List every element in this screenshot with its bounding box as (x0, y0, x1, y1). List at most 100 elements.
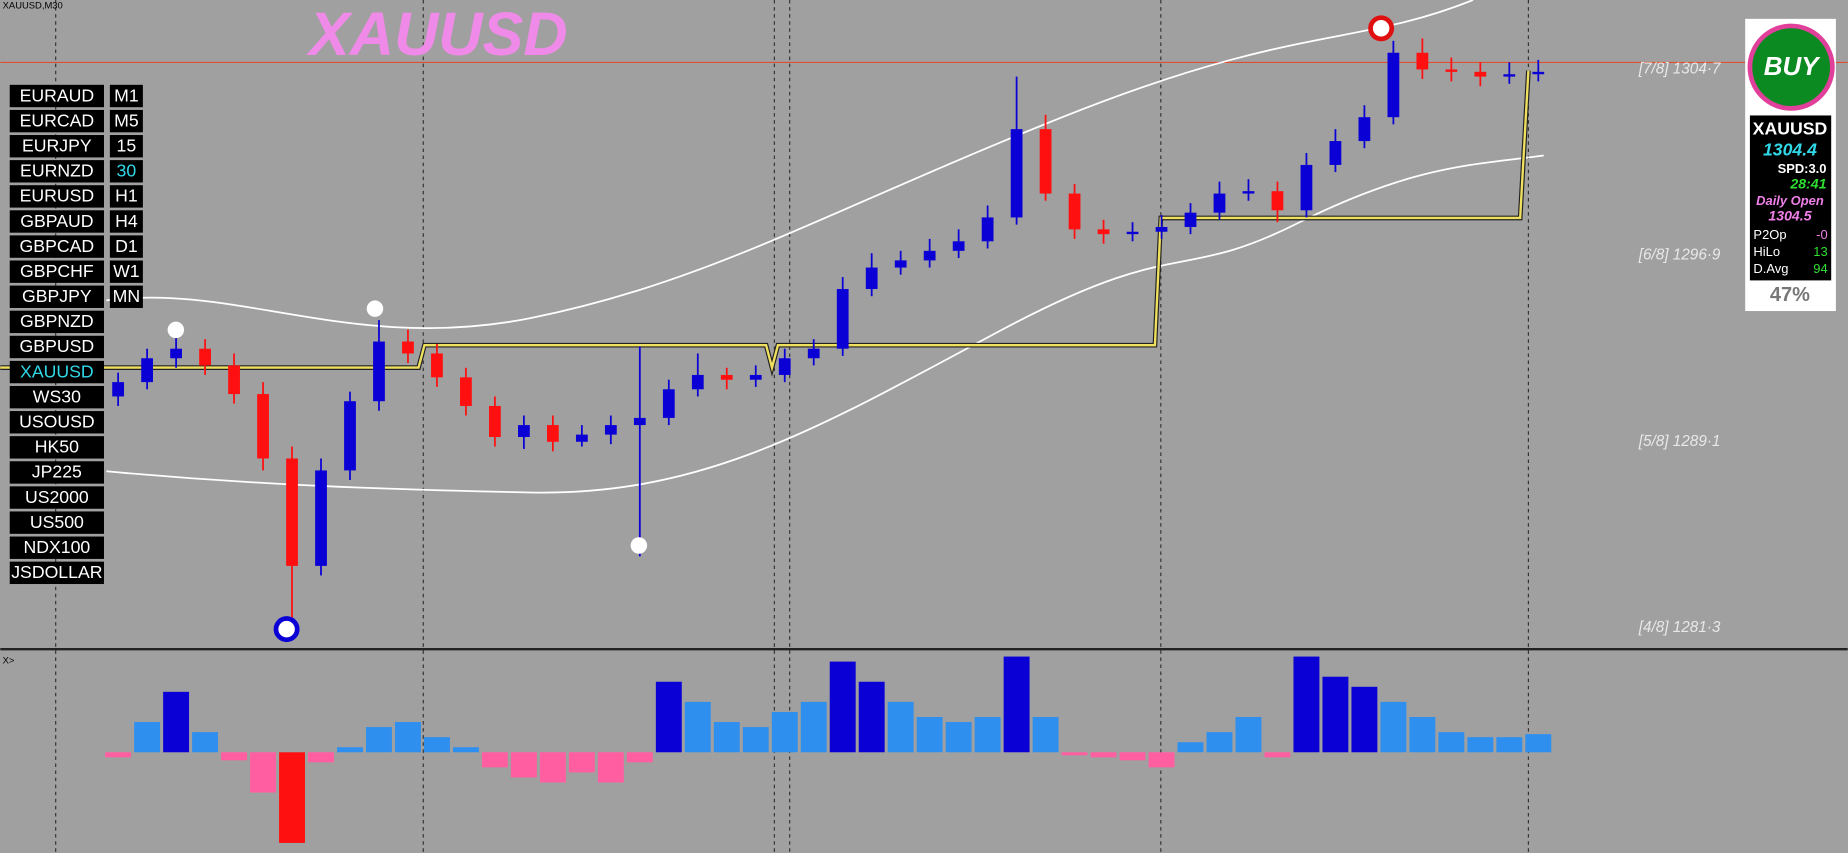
symbol-button[interactable] (9, 260, 104, 283)
histogram-bar (1003, 656, 1030, 753)
candle-body (546, 425, 559, 442)
histogram-bar (684, 701, 711, 753)
symbol-button[interactable] (9, 360, 104, 384)
timeframe-label: H1 (115, 186, 138, 206)
level-label: [6/8] 1296·9 (1638, 247, 1721, 264)
symbol-button[interactable] (9, 160, 104, 183)
symbol-label: HK50 (35, 437, 79, 457)
candle-body (1010, 129, 1023, 218)
panel-rows: P2Op -0 HiLo 13 D.Avg 94 (1753, 227, 1827, 276)
panel-spread: SPD:3.0 (1778, 161, 1827, 176)
candle-body (286, 458, 298, 566)
candle-body (807, 348, 820, 359)
symbol-button[interactable] (9, 84, 104, 108)
histogram-bar (394, 722, 421, 753)
symbol-button[interactable] (9, 411, 104, 434)
symbol-list: EURAUD EURCAD EURJPY EURNZD EURUSD GBPAUD GBPC… (9, 84, 143, 585)
histogram-bar (452, 747, 479, 753)
candle-body (1532, 71, 1545, 75)
candle-body (1445, 69, 1458, 72)
timeframe-button[interactable] (109, 285, 143, 308)
timeframe-button[interactable] (109, 185, 143, 208)
histogram-bar (974, 717, 1001, 753)
symbol-button[interactable] (9, 561, 104, 585)
signal-circle[interactable] (1747, 23, 1835, 111)
histogram-bar (163, 691, 190, 753)
symbol-label: NDX100 (23, 537, 90, 557)
symbol-button[interactable] (9, 486, 104, 509)
candle-body (1242, 191, 1255, 194)
histogram-bar (829, 661, 856, 753)
timeframe-label: 30 (117, 161, 137, 181)
symbol-label: EURAUD (20, 85, 95, 105)
candle-body (1097, 229, 1110, 235)
timeframe-label: M5 (114, 110, 139, 130)
timeframe-button[interactable] (109, 109, 143, 133)
upper-band (106, 0, 1474, 329)
histogram-bar (192, 732, 219, 753)
timeframe-label: M1 (114, 85, 139, 105)
candle-body (894, 260, 907, 268)
candle-body (923, 250, 936, 261)
symbol-label: US2000 (25, 487, 89, 507)
symbol-button[interactable] (9, 536, 104, 559)
symbol-label: WS30 (33, 386, 81, 406)
histogram-bar (423, 737, 450, 753)
candle-body (199, 348, 211, 366)
histogram-bar (1177, 742, 1204, 753)
symbol-button[interactable] (9, 135, 104, 158)
timeframe-button[interactable] (109, 210, 143, 233)
histogram-bar (1119, 752, 1146, 761)
symbol-button[interactable] (9, 210, 104, 233)
symbol-button[interactable] (9, 185, 104, 208)
candle-body (1416, 52, 1429, 70)
histogram-bar (1032, 717, 1059, 753)
histogram-bar (134, 722, 161, 753)
panel-row-label: HiLo (1753, 244, 1780, 259)
timeframe-button[interactable] (109, 135, 143, 158)
candle-body (749, 374, 762, 380)
timeframe-button[interactable] (109, 84, 143, 108)
symbol-button[interactable] (9, 511, 104, 534)
symbol-label: XAUUSD (20, 361, 94, 381)
timeframe-button[interactable] (109, 235, 143, 258)
histogram-bar (713, 722, 740, 753)
histogram-bar (481, 752, 508, 768)
histogram-bar (916, 717, 943, 753)
symbol-label: GBPCHF (20, 261, 94, 281)
symbol-button[interactable] (9, 335, 104, 359)
histogram-bar (366, 727, 392, 753)
timeframe-button[interactable] (109, 260, 143, 283)
candle-body (1329, 141, 1342, 165)
timeframe-button[interactable] (109, 160, 143, 183)
histogram-bar (337, 747, 363, 753)
symbol-title: XAUUSD (306, 0, 568, 68)
level-label: [5/8] 1289·1 (1638, 433, 1721, 450)
candle-body (1068, 193, 1081, 230)
symbol-button[interactable] (9, 461, 104, 484)
symbol-button[interactable] (9, 436, 104, 459)
high-marker (1368, 15, 1395, 42)
symbol-label: GBPAUD (20, 211, 93, 231)
histogram-bar (1351, 686, 1378, 753)
histogram-bar (1380, 701, 1407, 753)
candle-body (1039, 129, 1052, 194)
symbol-button[interactable] (9, 109, 104, 133)
symbol-label: GBPNZD (20, 311, 94, 331)
daily-open-label: Daily Open (1756, 193, 1824, 208)
histogram-bar (1235, 717, 1262, 753)
symbol-button[interactable] (9, 285, 104, 308)
panel-price: 1304.4 (1763, 139, 1817, 159)
candle-body (1213, 193, 1226, 213)
histogram-bar (105, 752, 132, 758)
symbol-label: GBPCAD (20, 236, 95, 256)
symbol-button[interactable] (9, 235, 104, 258)
histogram-bar (308, 752, 334, 763)
symbol-button[interactable] (9, 385, 104, 409)
candle-body (518, 425, 530, 438)
histogram-bar (510, 752, 537, 778)
daily-open: 1304.5 (1768, 208, 1812, 224)
symbol-button[interactable] (9, 310, 104, 334)
histogram-bar (1206, 732, 1233, 753)
panel-row-value: -0 (1816, 227, 1828, 242)
